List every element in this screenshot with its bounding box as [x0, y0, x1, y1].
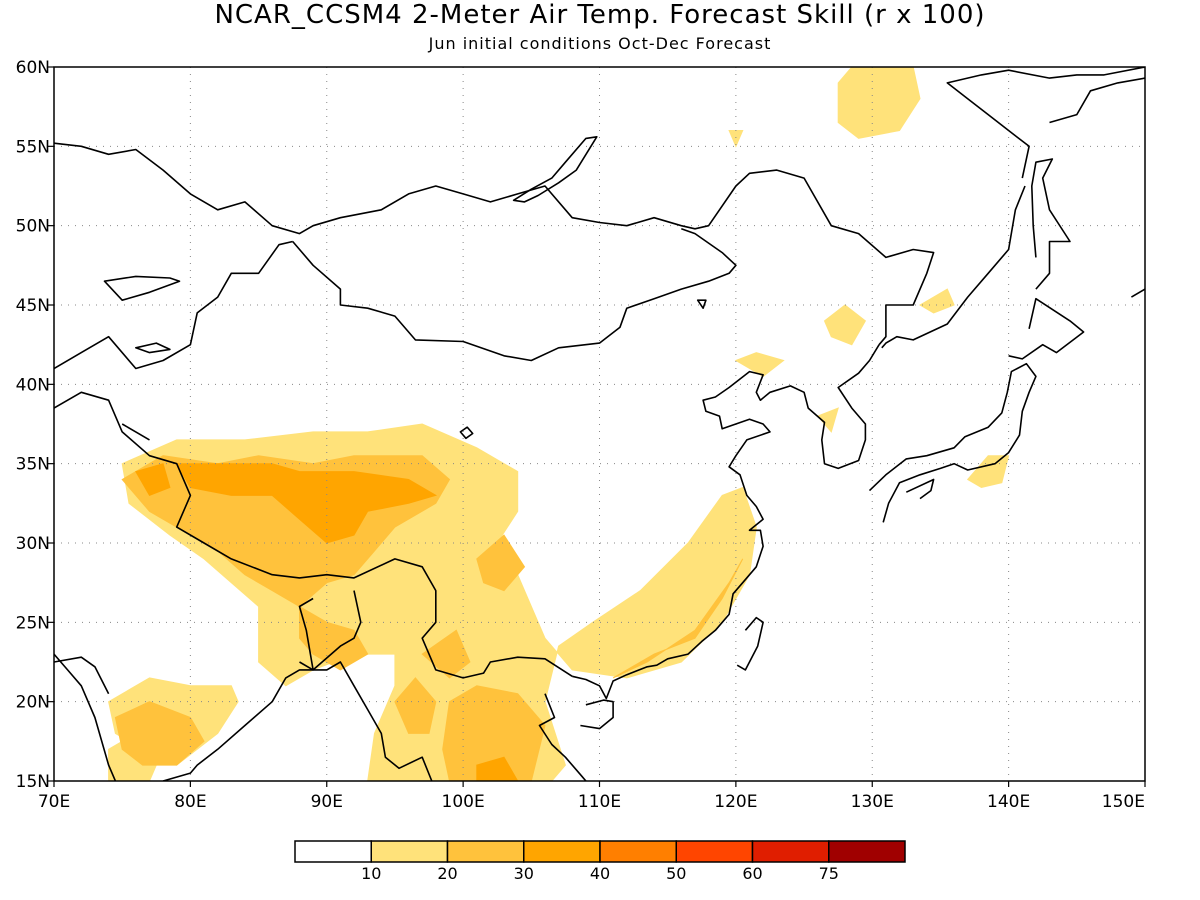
lat-tick-label: 45N — [16, 296, 50, 316]
lat-tick-label: 40N — [16, 375, 50, 395]
lon-tick-label: 130E — [851, 792, 894, 812]
colorbar: 10 20 30 40 50 60 75 — [294, 840, 906, 883]
lat-tick-label: 30N — [16, 534, 50, 554]
skill-region-level-2 — [421, 629, 471, 679]
lake-outline — [512, 136, 598, 203]
skill-region-level-2 — [299, 605, 369, 671]
coastline — [1008, 297, 1085, 360]
coastline — [1049, 77, 1145, 124]
skill-region-level-1 — [823, 304, 867, 346]
lon-tick-label: 70E — [38, 792, 70, 812]
coastline — [299, 590, 362, 671]
coastline — [868, 362, 1037, 523]
skill-region-level-2 — [612, 558, 744, 679]
lon-tick-label: 100E — [442, 792, 485, 812]
colorbar-label: 10 — [361, 864, 381, 883]
colorbar-label: 30 — [514, 864, 534, 883]
colorbar-label: 50 — [666, 864, 686, 883]
coastline — [538, 693, 587, 781]
lat-tick-label: 55N — [16, 137, 50, 157]
colorbar-swatch — [751, 840, 830, 863]
skill-region-level-3 — [175, 463, 438, 544]
colorbar-swatch — [370, 840, 449, 863]
colorbar-swatch — [294, 840, 372, 863]
lat-tick-label: 15N — [16, 772, 50, 792]
colorbar-label: 75 — [819, 864, 839, 883]
coastline — [1031, 158, 1071, 290]
coastline — [54, 240, 293, 370]
skill-region-level-1 — [837, 67, 921, 139]
lon-tick-label: 140E — [987, 792, 1030, 812]
colorbar-swatch — [446, 840, 525, 863]
coastline — [736, 616, 764, 671]
coastline — [572, 344, 880, 700]
lon-tick-label: 90E — [311, 792, 343, 812]
skill-region-level-2 — [476, 534, 526, 592]
coastline — [162, 661, 433, 781]
map-title: NCAR_CCSM4 2-Meter Air Temp. Forecast Sk… — [214, 0, 986, 30]
coastline — [292, 228, 737, 362]
colorbar-label: 40 — [590, 864, 610, 883]
skill-region-level-2 — [394, 677, 437, 734]
lon-tick-label: 120E — [714, 792, 757, 812]
coastline — [1130, 288, 1145, 298]
skill-region-level-1 — [734, 352, 785, 378]
coastline — [54, 656, 110, 695]
lat-tick-label: 50N — [16, 217, 50, 237]
coastline — [54, 391, 573, 679]
coastline — [905, 478, 935, 500]
colorbar-label: 60 — [742, 864, 762, 883]
lat-tick-label: 35N — [16, 455, 50, 475]
lon-tick-label: 110E — [578, 792, 621, 812]
colorbar-swatch — [828, 840, 906, 863]
skill-region-level-1 — [966, 455, 1010, 489]
lat-tick-label: 25N — [16, 613, 50, 633]
coastline — [54, 653, 117, 781]
skill-region-level-1 — [919, 288, 955, 314]
colorbar-swatch — [675, 840, 754, 863]
lake-outline — [459, 426, 474, 440]
latitude-axis: 60N 55N 50N 45N 40N 35N 30N 25N 20N 15N — [16, 58, 54, 792]
lake-outline — [135, 342, 171, 354]
skill-region-level-3 — [135, 463, 171, 497]
coastline — [121, 423, 150, 441]
colorbar-swatch — [599, 840, 677, 863]
coastline — [298, 597, 314, 671]
coastline — [580, 699, 614, 730]
coastline — [946, 67, 1145, 179]
lat-tick-label: 60N — [16, 58, 50, 78]
lake-outline — [103, 275, 181, 302]
colorbar-swatch — [523, 840, 601, 863]
coastline — [881, 185, 1026, 349]
lake-outline — [696, 299, 707, 310]
lon-tick-label: 80E — [174, 792, 206, 812]
map-subtitle: Jun initial conditions Oct-Dec Forecast — [428, 34, 772, 53]
colorbar-label: 20 — [437, 864, 457, 883]
lat-tick-label: 20N — [16, 693, 50, 713]
longitude-axis: 70E 80E 90E 100E 110E 120E 130E 140E 150E — [38, 781, 1146, 812]
skill-region-level-3 — [476, 756, 519, 781]
coastlines-and-borders — [54, 67, 1145, 781]
lon-tick-label: 150E — [1102, 792, 1145, 812]
skill-shading-layer — [108, 67, 1010, 781]
coastline — [54, 142, 935, 346]
skill-region-level-2 — [442, 685, 546, 781]
